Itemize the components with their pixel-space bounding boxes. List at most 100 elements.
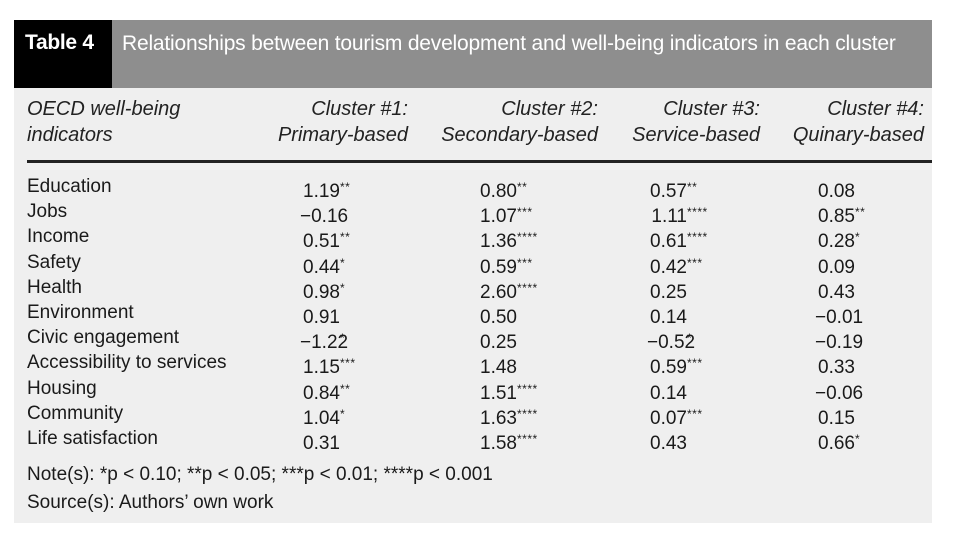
significance-stars: *	[340, 331, 346, 346]
cell-value: 0.09	[818, 256, 855, 278]
cell-value: −0.01	[815, 306, 864, 328]
header-rule	[27, 160, 932, 163]
cell-cluster-2: 1.63****	[477, 402, 538, 431]
table-row: Education 1.19** 0.80** 0.57** 0.08	[14, 175, 932, 202]
significance-stars: ***	[340, 356, 356, 371]
cell-value: 1.11	[651, 206, 687, 228]
cell-cluster-2: 1.58****	[477, 427, 538, 456]
significance-stars: ****	[687, 205, 708, 220]
cell-value: 0.50	[480, 306, 517, 328]
significance-stars: ***	[687, 255, 703, 270]
table-title-bar: Table 4 Relationships between tourism de…	[14, 20, 932, 88]
cell-cluster-3: 0.07***	[647, 402, 703, 431]
significance-stars: ****	[517, 406, 538, 421]
significance-stars: ***	[517, 205, 533, 220]
row-label: Health	[27, 276, 82, 298]
cell-cluster-2: 1.48	[477, 351, 517, 380]
row-label: Housing	[27, 377, 97, 399]
cell-value: 0.42	[650, 256, 687, 278]
significance-stars: **	[855, 205, 866, 220]
cell-cluster-1: 0.98*	[300, 276, 345, 305]
cell-value: 0.43	[818, 281, 855, 303]
cell-value: 0.59	[650, 357, 687, 379]
cell-value: 0.33	[818, 357, 855, 379]
significance-stars: ****	[687, 230, 708, 245]
cell-cluster-4: −0.01	[815, 301, 864, 330]
cell-cluster-1: 0.44*	[300, 251, 345, 280]
cell-value: 0.43	[650, 432, 687, 454]
cell-value: −0.52	[647, 332, 696, 354]
cell-cluster-1: 1.19**	[300, 175, 350, 204]
cell-value: 1.15	[303, 357, 340, 379]
significance-stars: **	[687, 180, 698, 194]
cell-value: 0.14	[650, 306, 687, 328]
table-row: Life satisfaction 0.31 1.58**** 0.43 0.66*	[14, 427, 932, 454]
cell-value: 0.66	[818, 432, 855, 454]
cell-value: 1.36	[480, 231, 517, 253]
cell-value: 0.31	[303, 432, 340, 454]
cell-cluster-2: 0.50	[477, 301, 517, 330]
table-number: Table 4	[25, 31, 94, 54]
row-label: Accessibility to services	[27, 352, 227, 374]
cell-value: 0.25	[650, 281, 687, 303]
significance-stars: *	[687, 331, 693, 346]
cell-cluster-4: 0.09	[815, 251, 855, 280]
column-header-indicators: OECD well-being indicators	[27, 98, 181, 146]
cell-cluster-1: 0.31	[300, 427, 340, 456]
cell-cluster-1: 1.04*	[300, 402, 345, 431]
cell-value: 0.08	[818, 181, 855, 202]
cell-value: 0.80	[480, 181, 517, 202]
cell-cluster-2: 0.25	[477, 326, 517, 355]
cell-value: 0.91	[303, 306, 340, 328]
cell-cluster-4: 0.15	[815, 402, 855, 431]
cell-cluster-4: −0.06	[815, 377, 863, 406]
row-label: Life satisfaction	[27, 427, 158, 449]
significance-stars: **	[340, 381, 351, 396]
cell-cluster-3: 0.42***	[647, 251, 703, 280]
significance-stars: ***	[687, 406, 703, 421]
table-note: Note(s): *p < 0.10; **p < 0.05; ***p < 0…	[27, 462, 493, 488]
cell-cluster-4: 0.43	[815, 276, 855, 305]
table-figure: Table 4 Relationships between tourism de…	[14, 20, 932, 523]
cell-value: −0.19	[815, 332, 864, 354]
cell-value: 1.19	[303, 181, 340, 202]
cell-cluster-2: 2.60****	[477, 276, 538, 305]
note-label: Note(s):	[27, 464, 95, 485]
significance-stars: ***	[517, 255, 533, 270]
table-body: Education 1.19** 0.80** 0.57** 0.08 Jobs −0.16…	[14, 175, 932, 454]
cell-cluster-3: 1.11****	[647, 200, 708, 229]
source-text: Authors’ own work	[114, 492, 274, 513]
cell-value: 0.84	[303, 382, 340, 404]
cell-cluster-1: 0.91	[300, 301, 340, 330]
cell-value: 1.07	[480, 206, 517, 228]
cell-cluster-2: 0.59***	[477, 251, 533, 280]
table-row: Environment 0.91 0.50 0.14 −0.01	[14, 301, 932, 328]
cell-cluster-1: 0.84**	[300, 377, 350, 406]
significance-stars: *	[855, 431, 861, 446]
cell-cluster-1: 1.15***	[300, 351, 356, 380]
table-row: Accessibility to services 1.15*** 1.48 0.59…	[14, 351, 932, 378]
table-row: Jobs −0.16 1.07*** 1.11**** 0.85**	[14, 200, 932, 227]
cell-value: 0.85	[818, 206, 855, 228]
significance-stars: ****	[517, 230, 538, 245]
cell-value: 0.51	[303, 231, 340, 253]
significance-stars: ***	[687, 356, 703, 371]
significance-stars: *	[340, 280, 346, 295]
cell-value: 0.61	[650, 231, 687, 253]
cell-cluster-3: 0.57**	[647, 175, 697, 204]
cell-cluster-3: 0.59***	[647, 351, 703, 380]
table-row: Income 0.51** 1.36**** 0.61**** 0.28*	[14, 225, 932, 252]
note-text: *p < 0.10; **p < 0.05; ***p < 0.01; ****…	[94, 464, 493, 485]
table-row: Housing 0.84** 1.51**** 0.14 −0.06	[14, 377, 932, 404]
table-number-tag: Table 4	[14, 20, 112, 88]
significance-stars: **	[340, 180, 351, 194]
cell-cluster-4: 0.33	[815, 351, 855, 380]
cell-cluster-3: 0.43	[647, 427, 687, 456]
cell-value: 1.63	[480, 407, 517, 429]
cell-cluster-3: 0.14	[647, 377, 687, 406]
cell-value: 0.14	[650, 382, 687, 404]
column-header-cluster-3: Cluster #3: Service-based	[632, 98, 760, 146]
cell-cluster-3: 0.25	[647, 276, 687, 305]
significance-stars: ****	[517, 381, 538, 396]
cell-value: 0.25	[480, 332, 517, 354]
